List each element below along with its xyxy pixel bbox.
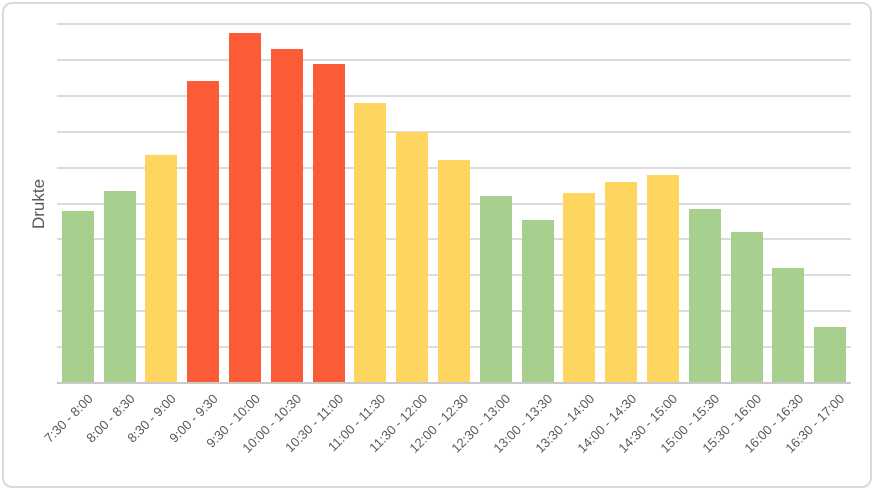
x-axis-tick-label: 14:00 - 14:30 bbox=[573, 391, 639, 456]
bar-13-30-14-00 bbox=[563, 192, 596, 383]
x-axis-tick-label: 9:30 - 10:00 bbox=[202, 391, 263, 451]
bar-15-00-15-30 bbox=[688, 208, 721, 383]
y-axis-title: Drukte bbox=[29, 178, 49, 230]
bar-9-00-9-30 bbox=[187, 81, 220, 383]
bar-13-00-13-30 bbox=[521, 219, 554, 383]
bar-10-30-11-00 bbox=[312, 63, 345, 383]
bar-16-30-17-00 bbox=[814, 327, 847, 383]
bar-8-30-9-00 bbox=[145, 155, 178, 383]
y-axis-title-box: Drukte bbox=[24, 74, 54, 334]
bar-15-30-16-00 bbox=[730, 232, 763, 383]
bar-9-30-10-00 bbox=[229, 32, 262, 383]
x-axis-tick-label: 10:00 - 10:30 bbox=[239, 391, 305, 456]
x-axis-tick-label: 14:30 - 15:00 bbox=[615, 391, 681, 456]
bar-11-30-12-00 bbox=[396, 131, 429, 383]
bar-8-00-8-30 bbox=[103, 190, 136, 383]
x-axis-tick-label: 10:30 - 11:00 bbox=[282, 391, 347, 456]
x-axis-tick-label: 11:30 - 12:00 bbox=[365, 391, 430, 456]
x-axis-tick-label: 9:00 - 9:30 bbox=[166, 391, 221, 446]
x-axis-line bbox=[57, 382, 851, 384]
bar-12-30-13-00 bbox=[479, 196, 512, 383]
x-axis-tick-label: 7:30 - 8:00 bbox=[40, 391, 96, 446]
x-axis-tick-label: 16:00 - 16:30 bbox=[741, 391, 806, 456]
bar-16-00-16-30 bbox=[772, 268, 805, 383]
x-axis-tick-label: 8:30 - 9:00 bbox=[124, 391, 180, 446]
plot-area bbox=[57, 23, 851, 384]
gridline bbox=[57, 58, 851, 61]
x-axis-tick-label: 13:00 - 13:30 bbox=[490, 391, 556, 456]
x-axis-tick-label: 12:30 - 13:00 bbox=[448, 391, 514, 456]
x-axis-tick-label: 13:30 - 14:00 bbox=[532, 391, 597, 456]
x-axis-tick-label: 16:30 - 17:00 bbox=[782, 391, 848, 456]
x-axis-tick-label: 8:00 - 8:30 bbox=[82, 391, 138, 446]
gridline bbox=[57, 94, 851, 97]
gridline bbox=[57, 130, 851, 133]
bar-10-00-10-30 bbox=[270, 49, 303, 383]
bar-11-00-11-30 bbox=[354, 102, 387, 383]
x-axis-tick-label: 11:00 - 11:30 bbox=[324, 391, 389, 455]
gridline bbox=[57, 23, 851, 25]
bar-14-00-14-30 bbox=[605, 181, 638, 383]
bar-12-00-12-30 bbox=[438, 160, 470, 383]
bar-14-30-15-00 bbox=[646, 174, 679, 383]
x-axis-tick-label: 12:00 - 12:30 bbox=[406, 391, 472, 456]
bar-7-30-8-00 bbox=[61, 210, 94, 383]
x-axis-tick-label: 15:30 - 16:00 bbox=[699, 391, 765, 456]
x-axis-tick-label: 15:00 - 15:30 bbox=[657, 391, 723, 456]
